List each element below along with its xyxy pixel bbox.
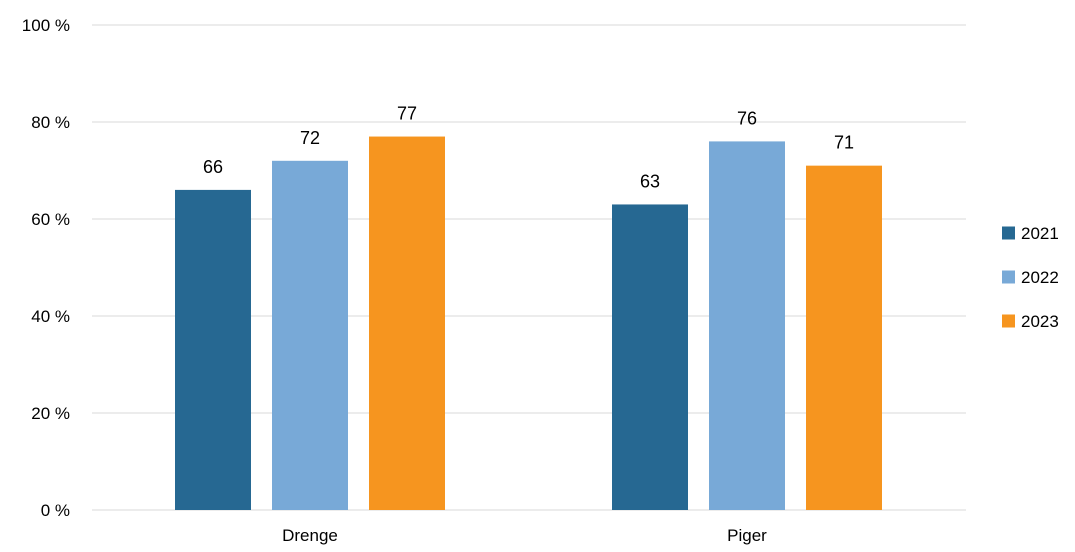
data-label: 66: [203, 157, 223, 177]
x-category-label: Drenge: [282, 526, 338, 545]
data-label: 71: [834, 133, 854, 153]
y-axis-ticks: 0 % 20 % 40 % 60 % 80 % 100 %: [22, 16, 70, 520]
data-label: 76: [737, 108, 757, 128]
legend-label: 2023: [1021, 312, 1059, 331]
legend-swatch-2021: [1002, 226, 1015, 240]
y-tick-label: 40 %: [31, 307, 70, 326]
data-label: 63: [640, 171, 660, 191]
y-tick-label: 20 %: [31, 404, 70, 423]
bar-drenge-2023: [369, 136, 445, 511]
legend-label: 2021: [1021, 224, 1059, 243]
bar-drenge-2021: [175, 189, 251, 510]
legend: 2021 2022 2023: [1002, 224, 1059, 331]
bar-piger-2023: [806, 165, 882, 510]
legend-label: 2022: [1021, 268, 1059, 287]
y-tick-label: 80 %: [31, 113, 70, 132]
bar-piger-2021: [612, 204, 688, 510]
data-label: 72: [300, 128, 320, 148]
y-tick-label: 60 %: [31, 210, 70, 229]
x-category-label: Piger: [727, 526, 767, 545]
y-tick-label: 100 %: [22, 16, 70, 35]
data-labels: 66 72 77 63 76 71: [203, 104, 854, 192]
bar-drenge-2022: [272, 160, 348, 511]
bar-piger-2022: [709, 141, 785, 510]
y-tick-label: 0 %: [41, 501, 70, 520]
bars: [175, 136, 882, 511]
legend-swatch-2023: [1002, 314, 1015, 328]
x-axis-categories: Drenge Piger: [282, 526, 767, 545]
legend-swatch-2022: [1002, 270, 1015, 284]
data-label: 77: [397, 104, 417, 124]
